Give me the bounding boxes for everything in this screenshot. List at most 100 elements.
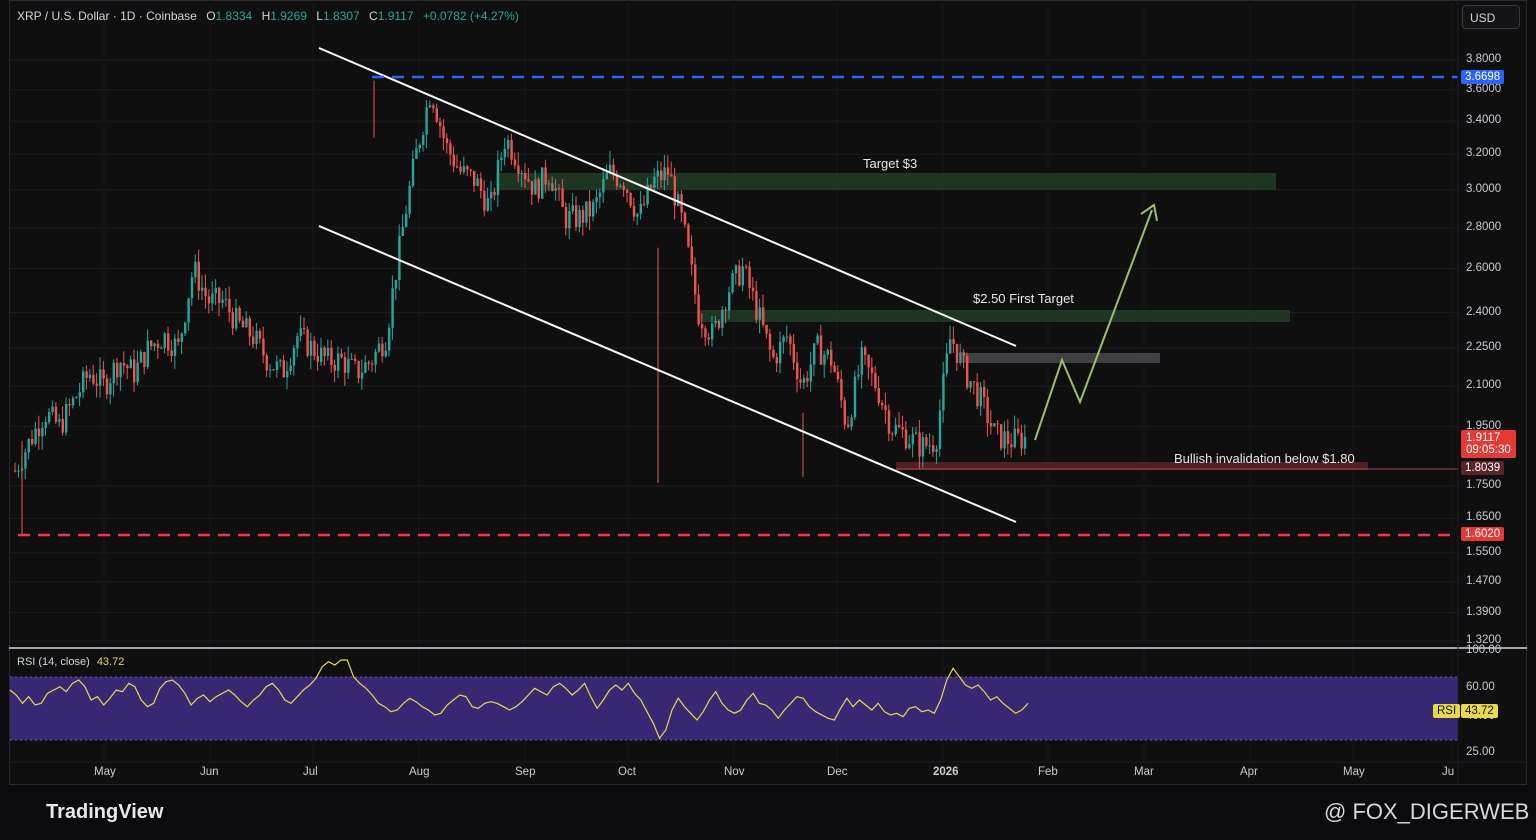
candle-body: [918, 432, 921, 457]
candle-body: [408, 186, 411, 215]
candle-body: [891, 433, 894, 435]
candle-body: [925, 437, 928, 446]
candle-body: [714, 320, 717, 324]
first-target-label: $2.50 First Target: [973, 291, 1074, 306]
candle-body: [636, 213, 639, 217]
rsi-legend[interactable]: RSI (14, close) 43.72: [17, 656, 124, 668]
candle-body: [979, 386, 982, 407]
candle-body: [598, 192, 602, 198]
candle-body: [643, 203, 646, 205]
candle-body: [476, 178, 479, 186]
high-label: H: [261, 9, 271, 23]
rsi-level-100: 100.00: [1466, 644, 1502, 656]
candle-body: [911, 433, 914, 445]
candle-body: [653, 176, 656, 188]
candle-body: [955, 343, 959, 364]
projection-path: [1034, 209, 1153, 441]
candle-body: [384, 350, 387, 357]
candle-body: [530, 181, 534, 195]
price-tick-label: 1.3200: [1466, 634, 1502, 646]
currency-button[interactable]: USD: [1462, 5, 1520, 29]
candle-body: [517, 165, 520, 174]
candle-body: [619, 185, 622, 187]
price-tick-label: 2.2500: [1466, 340, 1502, 353]
candle-body: [462, 166, 466, 172]
price-tick-label: 2.1000: [1466, 378, 1502, 391]
candle-body: [745, 266, 748, 268]
candle-body: [626, 189, 629, 193]
candle-body: [673, 176, 676, 206]
candle-body: [459, 166, 462, 172]
candle-body: [289, 365, 292, 372]
candle-body: [592, 202, 595, 217]
candle-body: [734, 265, 738, 274]
candle-body: [1010, 444, 1013, 448]
candle-body: [214, 287, 217, 294]
candle-body: [187, 298, 190, 323]
candle-body: [799, 379, 802, 383]
candle-body: [602, 179, 605, 193]
candlestick-series: [14, 80, 1027, 536]
time-tick-label: Aug: [409, 766, 430, 778]
symbol-legend[interactable]: XRP / U.S. Dollar · 1D · Coinbase O1.833…: [17, 9, 519, 23]
candle-body: [1017, 428, 1020, 433]
candle-body: [622, 185, 625, 190]
candle-body: [1000, 424, 1003, 449]
time-tick-label: Dec: [827, 766, 848, 778]
invalidation-label: Bullish invalidation below $1.80: [1174, 451, 1355, 466]
candle-body: [843, 400, 846, 425]
price-tick-label: 3.0000: [1466, 182, 1502, 195]
candle-body: [605, 172, 608, 180]
candle-body: [932, 445, 935, 452]
candle-body: [816, 335, 819, 344]
candle-body: [986, 396, 989, 424]
candle-body: [751, 287, 755, 292]
candle-body: [51, 406, 54, 412]
candle-body: [775, 356, 778, 364]
candle-body: [881, 403, 884, 406]
candle-body: [228, 298, 231, 313]
candle-body: [575, 205, 578, 228]
first-target-zone: [700, 310, 1290, 322]
candle-body: [670, 175, 673, 177]
candle-body: [976, 382, 979, 407]
candle-body: [554, 188, 557, 191]
price-tick-label: 2.6000: [1466, 261, 1502, 274]
candle-body: [99, 369, 102, 386]
candle-body: [802, 377, 806, 383]
candle-body: [405, 214, 408, 227]
candle-body: [768, 333, 772, 350]
candle-body: [629, 192, 632, 206]
price-tick-label: 1.6500: [1466, 511, 1502, 524]
candle-body: [218, 287, 221, 303]
open-label: O: [206, 9, 216, 23]
candle-body: [360, 372, 364, 379]
candle-body: [520, 173, 523, 175]
candle-body: [282, 360, 285, 378]
candle-body: [343, 357, 347, 373]
candle-body: [731, 273, 734, 293]
candle-body: [418, 144, 421, 149]
candle-body: [615, 175, 619, 187]
candle-body: [921, 437, 925, 457]
candle-body: [826, 349, 829, 355]
candle-body: [201, 287, 204, 291]
candle-body: [942, 373, 945, 411]
candle-body: [677, 194, 680, 206]
candle-body: [564, 206, 568, 229]
candle-body: [394, 279, 398, 289]
candle-body: [639, 203, 642, 214]
candle-body: [272, 369, 275, 371]
candle-body: [439, 121, 442, 127]
time-tick-label: Nov: [724, 766, 745, 778]
candle-body: [374, 351, 377, 365]
chart-frame[interactable]: [9, 0, 1527, 785]
candle-body: [1023, 436, 1027, 449]
rsi-tag-value: 43.72: [1461, 704, 1498, 718]
candle-body: [711, 323, 714, 340]
candle-body: [558, 188, 561, 190]
candle-body: [235, 308, 238, 329]
bottom-level-tag: 1.6020: [1461, 527, 1505, 541]
close-label: C: [369, 9, 378, 23]
